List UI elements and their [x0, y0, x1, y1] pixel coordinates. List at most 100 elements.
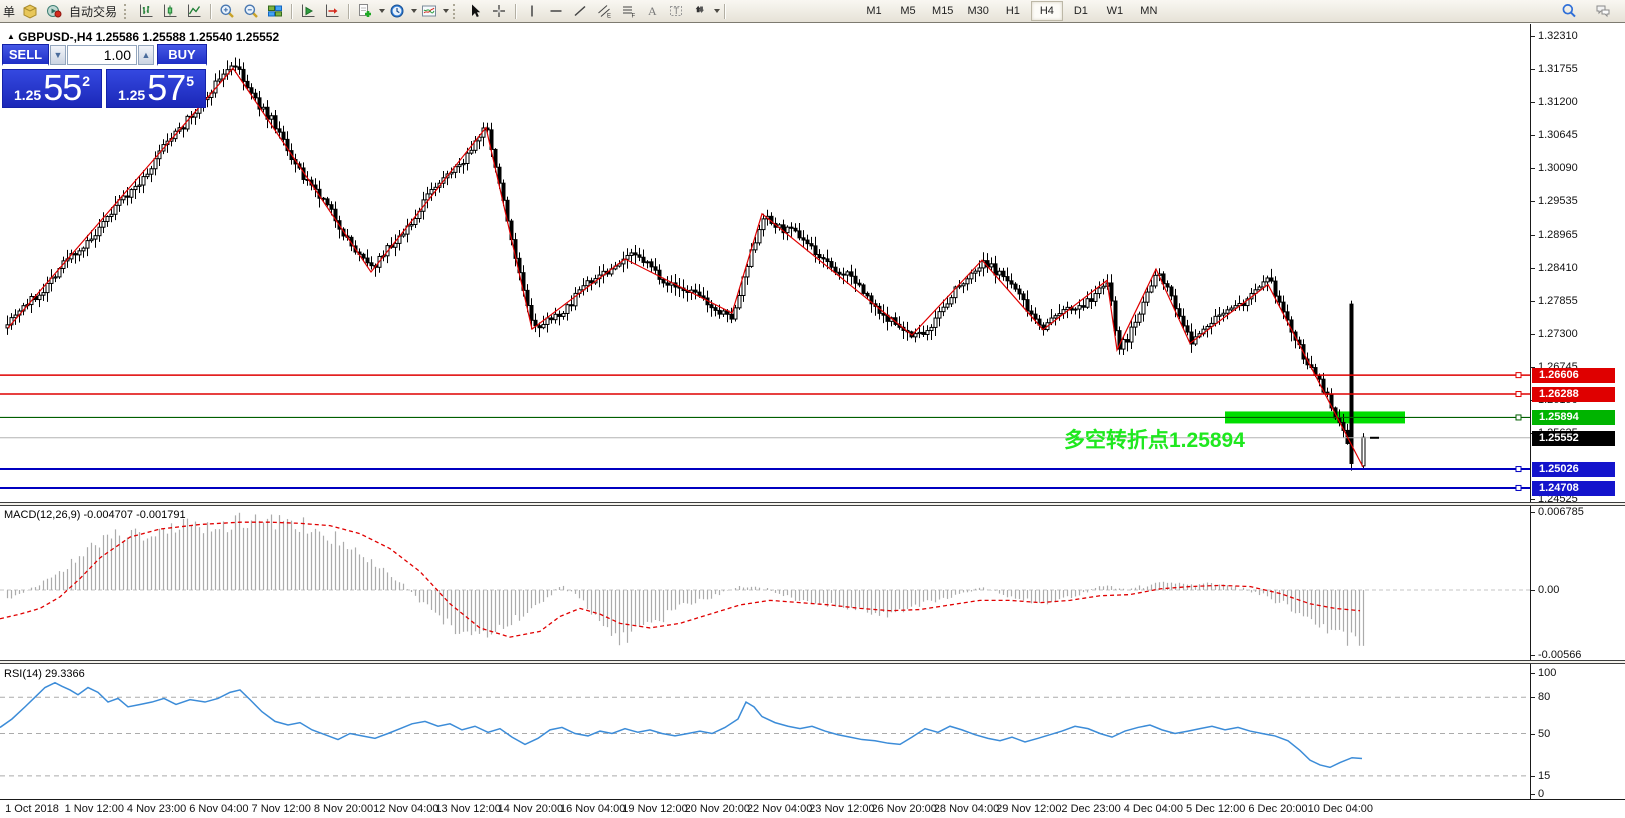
timeframe-m1[interactable]: M1: [866, 5, 882, 17]
autotrading-icon[interactable]: [42, 1, 66, 21]
text-label-icon[interactable]: T: [664, 1, 688, 21]
buy-button[interactable]: BUY: [157, 44, 207, 66]
timeframe-h1[interactable]: H1: [1005, 5, 1020, 17]
auto-scroll-icon[interactable]: [296, 1, 320, 21]
fibonacci-icon[interactable]: F: [616, 1, 640, 21]
macd-pane: [0, 512, 1530, 646]
rsi-tick-15-dash: [1531, 775, 1535, 777]
volume-up-button[interactable]: ▲: [138, 45, 154, 65]
level-line-1.24708-handle[interactable]: [1515, 484, 1522, 491]
rsi-label: RSI(14) 29.3366: [4, 668, 85, 680]
equidistant-channel-icon[interactable]: E: [592, 1, 616, 21]
toolbar-separator: [724, 3, 726, 19]
turning-point-annotation: 多空转折点1.25894: [1064, 429, 1245, 452]
main-toolbar: 单 自动交易: [0, 0, 1625, 23]
sell-button-label: SELL: [8, 47, 43, 62]
date-label-9: 16 Nov 04:00: [559, 803, 626, 815]
indicators-dropdown-caret[interactable]: [379, 9, 386, 13]
arrows-dropdown-caret[interactable]: [714, 9, 721, 13]
price-tick-1.30645-dash: [1531, 134, 1535, 136]
level-price-flag-1.25894[interactable]: 1.25894: [1532, 410, 1615, 426]
timeframe-mn[interactable]: MN: [1140, 5, 1158, 17]
templates-icon[interactable]: [417, 1, 441, 21]
date-label-0: 1 Oct 2018: [5, 803, 59, 815]
date-label-6: 12 Nov 04:00: [373, 803, 439, 815]
price-tick-1.29535-dash: [1531, 200, 1535, 202]
periods-dropdown-caret[interactable]: [411, 9, 418, 13]
bar-chart-icon[interactable]: [134, 1, 158, 21]
crosshair-icon[interactable]: [487, 1, 511, 21]
horizontal-levels[interactable]: [0, 372, 1530, 491]
toolbar-separator: [210, 3, 212, 19]
rsi-tick-50: 50: [1538, 727, 1551, 740]
level-price-flag-1.25026[interactable]: 1.25026: [1532, 462, 1615, 478]
current-price-flag[interactable]: 1.25552: [1532, 430, 1615, 446]
search-icon[interactable]: [1557, 1, 1581, 21]
indicators-icon[interactable]: [353, 1, 377, 21]
date-label-4: 7 Nov 12:00: [251, 803, 311, 815]
periods-icon[interactable]: [385, 1, 409, 21]
chart-shift-icon[interactable]: [320, 1, 344, 21]
volume-down-button[interactable]: ▼: [50, 45, 66, 65]
tile-windows-icon[interactable]: [263, 1, 287, 21]
zigzag-line: [7, 67, 1364, 468]
level-price-flag-1.26288[interactable]: 1.26288: [1532, 387, 1615, 403]
timeframe-m5[interactable]: M5: [900, 5, 916, 17]
zoom-in-icon[interactable]: [215, 1, 239, 21]
timeframe-m30[interactable]: M30: [967, 5, 989, 17]
timeframe-m15[interactable]: M15: [932, 5, 954, 17]
level-line-1.26606-handle[interactable]: [1515, 372, 1522, 379]
price-tick-1.27855-dash: [1531, 300, 1535, 302]
toolbar-grip[interactable]: [453, 3, 459, 19]
candlestick-icon[interactable]: [158, 1, 182, 21]
buy-price-sup: 5: [186, 73, 195, 89]
level-line-1.25026-handle[interactable]: [1515, 466, 1522, 473]
toolbar-separator: [515, 3, 517, 19]
sell-button[interactable]: SELL: [2, 44, 49, 66]
toolbar-grip[interactable]: [124, 3, 130, 19]
rsi-pane-splitter[interactable]: [0, 660, 1625, 664]
vertical-line-icon[interactable]: [520, 1, 544, 21]
sell-price-tile[interactable]: 1.25 55 2: [2, 69, 102, 108]
symbol-expand-icon[interactable]: ▲: [7, 32, 15, 41]
zoom-out-icon[interactable]: [239, 1, 263, 21]
new-order-icon[interactable]: [18, 1, 42, 21]
level-line-1.26288-handle[interactable]: [1515, 391, 1522, 398]
price-tick-1.28410: 1.28410: [1538, 261, 1578, 274]
rsi-tick-0: 0: [1538, 788, 1545, 800]
price-tick-1.31755: 1.31755: [1538, 62, 1578, 75]
date-label-8: 14 Nov 20:00: [497, 803, 564, 815]
volume-input[interactable]: [67, 45, 137, 65]
level-price-flag-1.26606[interactable]: 1.26606: [1532, 368, 1615, 384]
timeframe-w1[interactable]: W1: [1106, 5, 1124, 17]
text-icon[interactable]: A: [640, 1, 664, 21]
symbol-period-label: GBPUSD-,H4: [18, 30, 93, 44]
timeframe-h4[interactable]: H4: [1030, 1, 1063, 21]
level-line-1.25894-handle[interactable]: [1515, 414, 1522, 421]
chat-icon[interactable]: [1591, 1, 1615, 21]
cursor-icon[interactable]: [463, 1, 487, 21]
one-click-trading-panel: SELL ▼ ▲ BUY 1.25 55 2 1.25 57 5: [2, 44, 207, 108]
new-order-label[interactable]: 单: [3, 4, 16, 19]
time-axis[interactable]: 1 Oct 2018 1 Nov 12:00 4 Nov 23:00 6 Nov 04…: [0, 800, 1625, 818]
price-tick-1.30090-dash: [1531, 167, 1535, 169]
price-tick-1.32310: 1.32310: [1538, 30, 1578, 42]
buy-price-tile[interactable]: 1.25 57 5: [106, 69, 206, 108]
timeframe-d1[interactable]: D1: [1073, 5, 1088, 17]
templates-dropdown-caret[interactable]: [443, 9, 450, 13]
chart-canvas[interactable]: [0, 24, 1530, 800]
date-label-5: 8 Nov 20:00: [313, 803, 374, 815]
price-axis[interactable]: 1.32310 1.31755 1.31200 1.30645 1.30090 1.295…: [1531, 24, 1625, 800]
macd-tick-0.006785-dash: [1531, 512, 1535, 513]
horizontal-line-icon[interactable]: [544, 1, 568, 21]
autotrading-label[interactable]: 自动交易: [69, 4, 118, 19]
price-tick-1.30645: 1.30645: [1538, 128, 1578, 141]
arrows-tool-icon[interactable]: [688, 1, 712, 21]
line-chart-icon[interactable]: [182, 1, 206, 21]
buy-price-prefix: 1.25: [117, 87, 146, 103]
macd-pane-splitter[interactable]: [0, 502, 1625, 506]
date-label-7: 13 Nov 12:00: [435, 803, 501, 815]
macd-label: MACD(12,26,9) -0.004707 -0.001791: [4, 509, 186, 521]
level-price-flag-1.24708[interactable]: 1.24708: [1532, 480, 1615, 496]
trendline-icon[interactable]: [568, 1, 592, 21]
